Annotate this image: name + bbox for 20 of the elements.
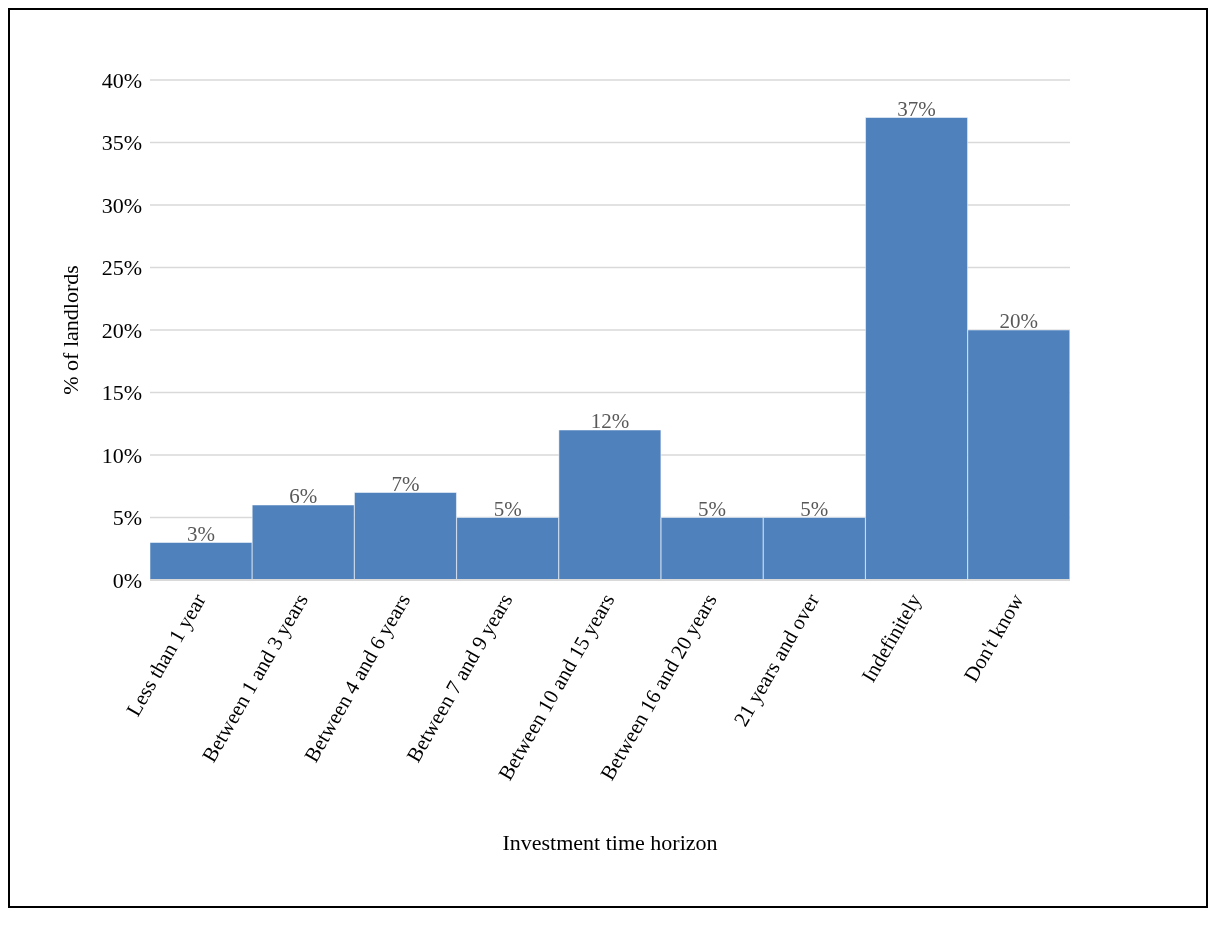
y-tick-label: 0% [112,567,142,593]
y-tick-label: 5% [112,505,142,531]
y-axis-title: % of landlords [57,265,83,395]
y-tick-label: 35% [101,130,142,156]
data-label: 6% [289,484,318,508]
y-tick-label: 20% [101,317,142,343]
data-label: 12% [590,409,630,433]
data-label: 5% [698,496,727,521]
y-tick-label: 40% [101,67,142,93]
y-tick-label: 25% [101,255,142,281]
data-label: 3% [187,521,215,546]
y-tick-label: 30% [101,192,142,218]
data-label: 7% [391,471,420,496]
y-tick-label: 15% [101,380,142,406]
data-label: 5% [800,496,829,521]
data-label: 37% [897,96,936,121]
data-label: 20% [999,309,1039,333]
x-axis-title: Investment time horizon [502,830,718,855]
data-label: 5% [493,496,522,521]
y-tick-label: 10% [101,442,142,468]
